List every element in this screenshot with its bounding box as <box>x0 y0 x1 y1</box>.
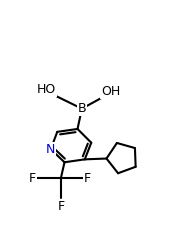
Text: OH: OH <box>101 85 121 98</box>
Text: B: B <box>78 102 86 115</box>
Text: HO: HO <box>37 83 56 96</box>
Text: F: F <box>84 172 91 185</box>
Text: N: N <box>46 143 55 156</box>
Text: F: F <box>57 200 64 213</box>
Text: F: F <box>29 172 36 185</box>
